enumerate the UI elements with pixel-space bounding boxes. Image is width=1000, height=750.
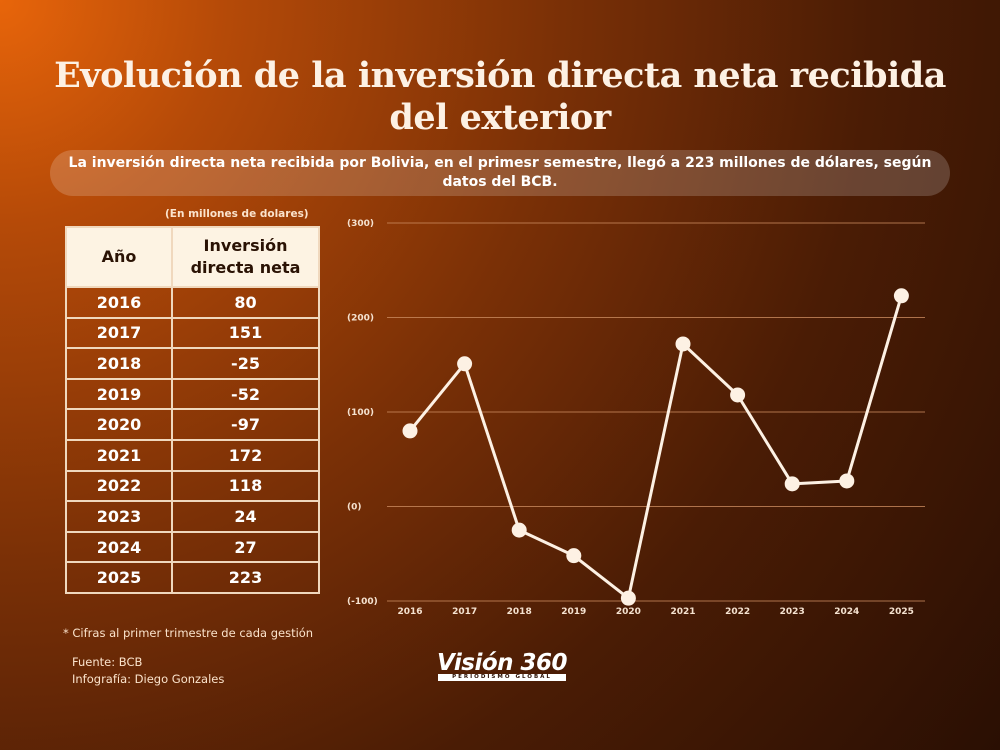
data-point	[675, 336, 691, 352]
y-tick-label: (200)	[347, 314, 374, 324]
value-cell: -25	[171, 347, 320, 380]
source-text: Fuente: BCB	[72, 655, 143, 669]
subtitle-banner: La inversión directa neta recibida por B…	[50, 150, 950, 196]
series-polyline	[408, 295, 903, 600]
line-chart: (-100)(0)(100)(200)(300) 2016 2017 2018 201…	[347, 219, 925, 617]
x-tick-label: 2016	[397, 607, 422, 617]
value-cell: 151	[171, 316, 320, 350]
year-cell: 2020	[65, 408, 173, 441]
year-cell: 2018	[65, 347, 173, 380]
table-row: 2021 172	[65, 438, 320, 472]
data-point	[839, 473, 855, 489]
data-point	[511, 522, 527, 538]
table-row: 2017 151	[65, 316, 320, 350]
year-cell: 2017	[65, 316, 173, 350]
y-tick-label: (300)	[347, 219, 374, 229]
year-cell: 2022	[65, 469, 173, 503]
table-row: 2016 80	[65, 286, 320, 319]
footnote: * Cifras al primer trimestre de cada ges…	[63, 626, 314, 640]
value-cell: 24	[171, 500, 320, 533]
table-row: 2022 118	[65, 469, 320, 503]
series-line	[408, 295, 903, 600]
table-row: 2018 -25	[65, 347, 320, 380]
table-row: 2023 24	[65, 500, 320, 533]
data-point	[784, 476, 800, 492]
year-cell: 2024	[65, 530, 173, 564]
y-tick-label: (100)	[347, 408, 374, 418]
x-tick-label: 2017	[452, 607, 477, 617]
logo-tagline: PERIODISMO GLOBAL	[438, 674, 566, 681]
data-point	[620, 590, 636, 606]
y-axis-ticks: (-100) (0) (100) (200) (300)	[347, 219, 378, 607]
value-cell: -97	[171, 408, 320, 441]
credit-text: Infografía: Diego Gonzales	[72, 672, 225, 686]
x-tick-label: 2025	[889, 607, 914, 617]
value-cell: 80	[171, 286, 320, 319]
y-tick-label: (-100)	[347, 597, 378, 607]
table-header-row: Año Inversión directa neta	[65, 226, 320, 288]
year-cell: 2025	[65, 561, 173, 594]
data-table: Año Inversión directa neta 2016 80 2017 15…	[65, 226, 320, 594]
brand-logo: Visión 360 PERIODISMO GLOBAL	[432, 650, 572, 681]
unit-note: (En millones de dolares)	[165, 208, 309, 220]
x-tick-label: 2021	[670, 607, 695, 617]
value-cell: 118	[171, 469, 320, 503]
table-row: 2020 -97	[65, 408, 320, 441]
page-title: Evolución de la inversión directa neta r…	[54, 55, 946, 138]
year-cell: 2021	[65, 438, 173, 472]
table-row: 2024 27	[65, 530, 320, 564]
x-tick-label: 2018	[507, 607, 532, 617]
x-tick-label: 2020	[616, 607, 641, 617]
credits: Fuente: BCB Infografía: Diego Gonzales	[72, 654, 224, 688]
x-tick-label: 2023	[780, 607, 805, 617]
chart-grid	[387, 222, 925, 602]
year-cell: 2019	[65, 377, 173, 411]
x-tick-label: 2022	[725, 607, 750, 617]
value-cell: -52	[171, 377, 320, 411]
x-tick-label: 2024	[834, 607, 859, 617]
value-cell: 223	[171, 561, 320, 594]
header-year: Año	[65, 226, 173, 288]
y-tick-label: (0)	[347, 503, 362, 513]
data-point	[402, 423, 418, 439]
data-point	[457, 356, 473, 372]
data-point	[893, 288, 909, 304]
x-axis-ticks: 2016 2017 2018 2019 2020 2021 2022 2023 2024 2025	[397, 607, 913, 617]
year-cell: 2023	[65, 500, 173, 533]
value-cell: 27	[171, 530, 320, 564]
table-row: 2025 223	[65, 561, 320, 594]
data-point	[730, 387, 746, 403]
year-cell: 2016	[65, 286, 173, 319]
value-cell: 172	[171, 438, 320, 472]
x-tick-label: 2019	[561, 607, 586, 617]
data-point	[566, 548, 582, 564]
series-points	[402, 288, 909, 606]
header-investment: Inversión directa neta	[171, 226, 320, 288]
table-row: 2019 -52	[65, 377, 320, 411]
logo-wordmark: Visión 360	[436, 650, 568, 676]
